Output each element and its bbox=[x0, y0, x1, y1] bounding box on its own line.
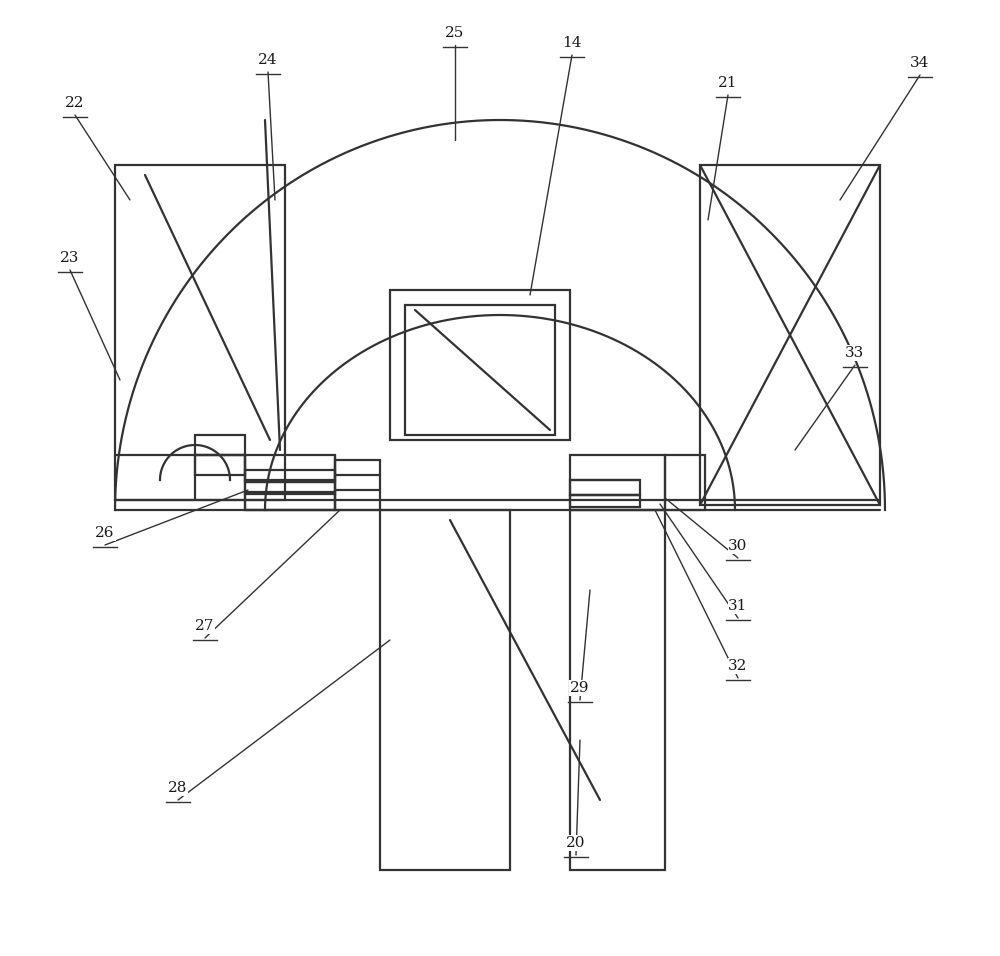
Bar bbox=[665, 455, 705, 510]
Text: 34: 34 bbox=[910, 56, 930, 70]
Bar bbox=[245, 482, 335, 494]
Text: 24: 24 bbox=[258, 53, 278, 67]
Text: 25: 25 bbox=[445, 26, 465, 40]
Text: 23: 23 bbox=[60, 251, 80, 265]
Text: 22: 22 bbox=[65, 96, 85, 110]
Bar bbox=[115, 165, 285, 500]
Bar bbox=[245, 470, 335, 482]
Text: 14: 14 bbox=[562, 36, 582, 50]
Text: 32: 32 bbox=[728, 659, 748, 673]
Bar bbox=[245, 492, 335, 510]
Bar bbox=[570, 495, 640, 507]
Text: 27: 27 bbox=[195, 619, 215, 633]
Bar bbox=[570, 480, 640, 495]
Text: 26: 26 bbox=[95, 526, 115, 540]
Text: 33: 33 bbox=[845, 346, 865, 360]
Bar bbox=[570, 510, 665, 870]
Text: 31: 31 bbox=[728, 599, 748, 613]
Text: 28: 28 bbox=[168, 781, 188, 795]
Text: 30: 30 bbox=[728, 539, 748, 553]
Text: 21: 21 bbox=[718, 76, 738, 90]
Bar bbox=[380, 510, 510, 870]
Bar bbox=[245, 455, 335, 480]
Bar bbox=[335, 460, 380, 510]
Bar bbox=[195, 435, 245, 455]
Text: 20: 20 bbox=[566, 836, 586, 850]
Text: 29: 29 bbox=[570, 681, 590, 695]
Bar bbox=[390, 290, 570, 440]
Bar bbox=[700, 165, 880, 505]
Bar bbox=[195, 455, 245, 475]
Bar bbox=[405, 305, 555, 435]
Bar bbox=[570, 455, 665, 510]
